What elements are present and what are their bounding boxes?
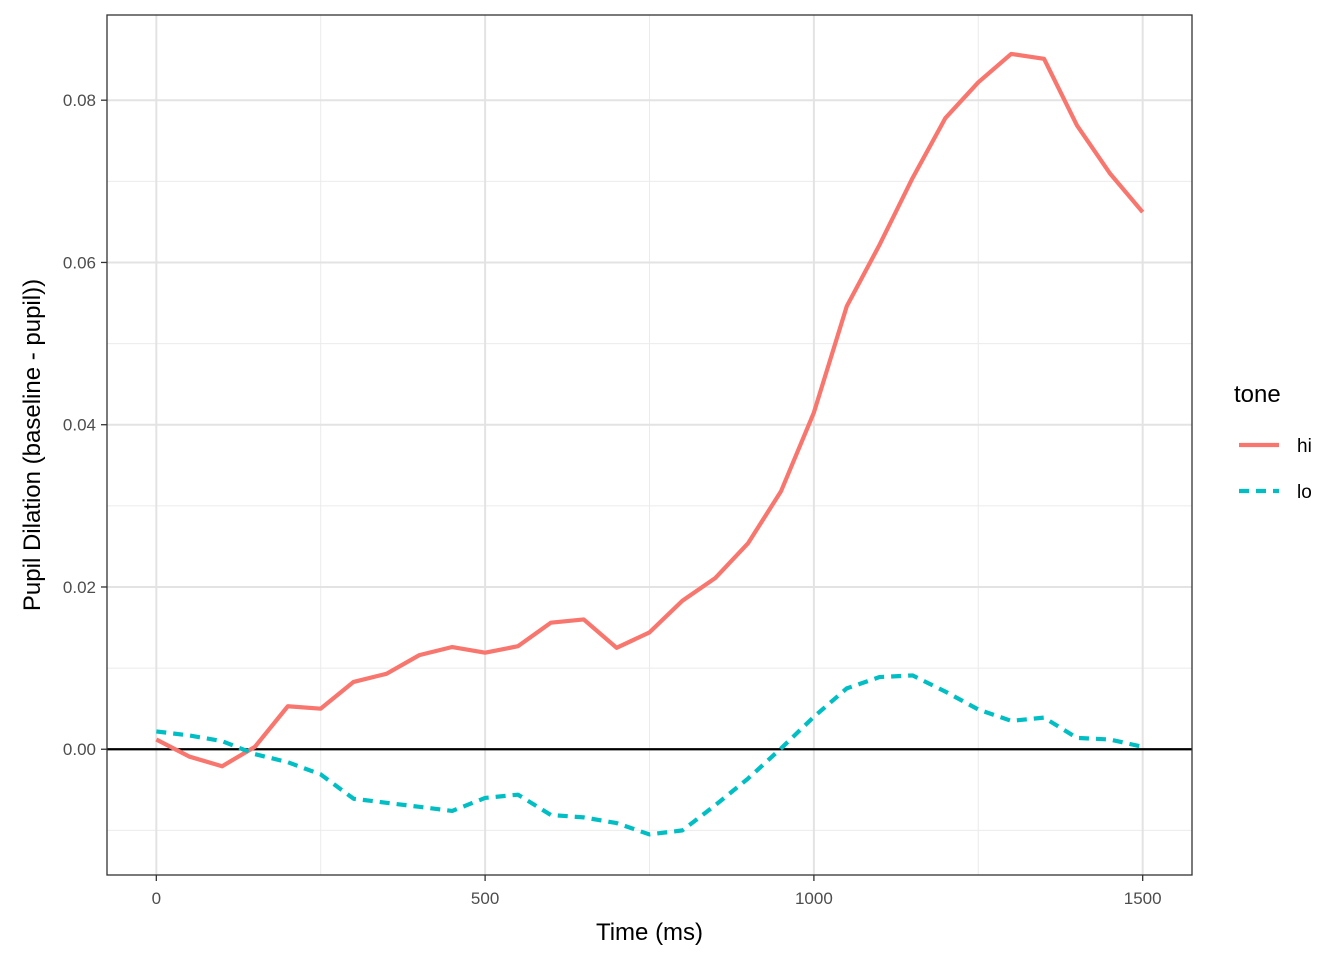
legend-label-hi: hi: [1297, 436, 1312, 457]
x-tick-label: 500: [471, 889, 499, 908]
x-tick-label: 1000: [795, 889, 833, 908]
y-tick-label: 0.00: [63, 740, 96, 759]
y-tick-label: 0.04: [63, 416, 96, 435]
series-lines: [155, 51, 1145, 837]
y-axis: 0.00 0.02 0.04 0.06 0.08: [63, 91, 107, 759]
y-tick-label: 0.08: [63, 91, 96, 110]
plot-panel: [106, 14, 1193, 876]
legend-label-lo: lo: [1297, 482, 1312, 503]
legend: tone hi lo: [1234, 381, 1312, 503]
x-axis: 0 500 1000 1500: [152, 875, 1162, 908]
x-axis-title: Time (ms): [596, 919, 703, 946]
y-axis-title: Pupil Dilation (baseline - pupil)): [19, 279, 46, 611]
series-line-lo: [156, 673, 1144, 837]
legend-items: hi lo: [1239, 436, 1312, 503]
x-tick-label: 0: [152, 889, 161, 908]
panel-border: [106, 14, 1193, 876]
y-tick-label: 0.02: [63, 578, 96, 597]
x-tick-label: 1500: [1124, 889, 1162, 908]
legend-title: tone: [1234, 381, 1281, 408]
series-line-hi: [155, 51, 1145, 769]
y-tick-label: 0.06: [63, 253, 96, 272]
minor-gridlines: [107, 15, 1192, 875]
